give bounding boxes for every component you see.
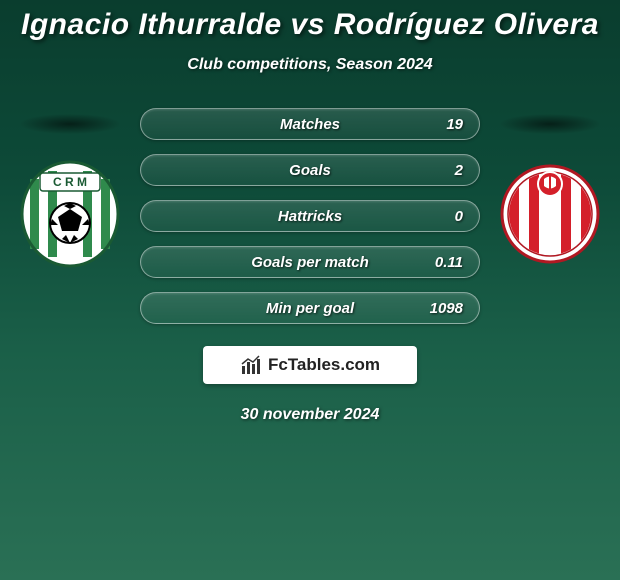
date-text: 30 november 2024: [0, 406, 620, 424]
stat-label: Goals: [141, 162, 479, 179]
stat-value: 0: [455, 208, 463, 225]
stat-value: 0.11: [435, 254, 463, 271]
brand-box: FcTables.com: [203, 346, 417, 384]
stat-row-goals-per-match: Goals per match 0.11: [140, 246, 480, 278]
stat-label: Hattricks: [141, 208, 479, 225]
stat-value: 1098: [430, 300, 463, 317]
stat-label: Min per goal: [141, 300, 479, 317]
stat-label: Goals per match: [141, 254, 479, 271]
player-shadow-right: [500, 114, 600, 134]
left-club-badge: C R M: [20, 159, 120, 269]
chart-icon: [240, 354, 262, 376]
subtitle: Club competitions, Season 2024: [0, 56, 620, 74]
stat-value: 19: [446, 116, 463, 133]
stats-column: Matches 19 Goals 2 Hattricks 0 Goals per…: [140, 108, 480, 324]
stat-row-min-per-goal: Min per goal 1098: [140, 292, 480, 324]
right-player-side: [500, 114, 600, 269]
main-row: C R M Matches 19 Goals 2: [0, 114, 620, 324]
svg-text:C R M: C R M: [53, 175, 87, 189]
stat-row-matches: Matches 19: [140, 108, 480, 140]
left-player-side: C R M: [20, 114, 120, 269]
brand-text: FcTables.com: [268, 355, 380, 375]
stat-row-goals: Goals 2: [140, 154, 480, 186]
stat-value: 2: [455, 162, 463, 179]
page-title: Ignacio Ithurralde vs Rodríguez Olivera: [0, 8, 620, 42]
stat-row-hattricks: Hattricks 0: [140, 200, 480, 232]
right-club-badge: [500, 159, 600, 269]
infographic-container: Ignacio Ithurralde vs Rodríguez Olivera …: [0, 0, 620, 424]
player-shadow-left: [20, 114, 120, 134]
stat-label: Matches: [141, 116, 479, 133]
